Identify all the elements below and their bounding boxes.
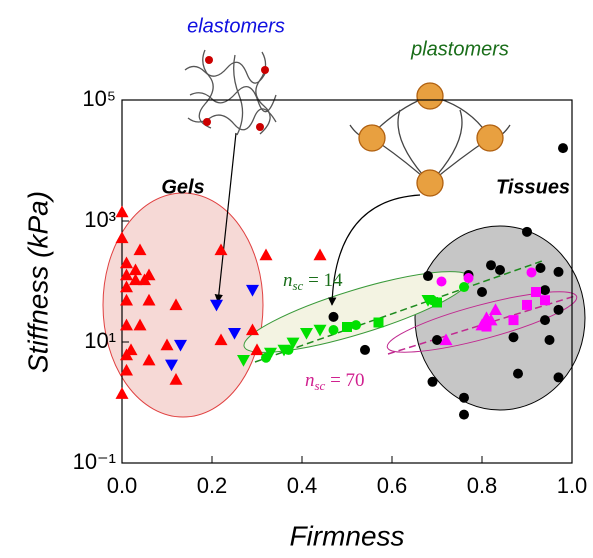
point: [116, 205, 129, 217]
point: [477, 287, 487, 297]
y-tick-label: 10³: [84, 207, 116, 232]
point: [459, 282, 469, 292]
point: [540, 285, 550, 295]
point: [423, 271, 433, 281]
plastomers-label: plastomers: [410, 38, 509, 60]
point: [428, 377, 438, 387]
point: [459, 393, 469, 403]
point: [260, 249, 273, 261]
point: [329, 325, 339, 335]
tissues-label: Tissues: [496, 176, 570, 198]
x-tick-label: 1.0: [557, 473, 588, 498]
point: [558, 143, 568, 153]
n70-value: = 70: [325, 370, 364, 391]
point: [437, 277, 447, 287]
elastomer-icon: [185, 50, 276, 135]
n70-symbol: n: [305, 370, 315, 391]
point: [351, 320, 361, 330]
point: [522, 227, 532, 237]
point: [554, 305, 564, 315]
chart: elastomers plastomers Gels Tissues nsc =…: [0, 0, 593, 553]
point: [360, 345, 370, 355]
point: [554, 267, 564, 277]
elastomers-label: elastomers: [187, 15, 285, 37]
point: [464, 273, 474, 283]
point: [482, 322, 492, 332]
point: [545, 335, 555, 345]
point: [509, 315, 519, 325]
n14-label: nsc = 14: [283, 270, 343, 293]
point: [531, 287, 541, 297]
x-axis-title: Firmness: [289, 520, 404, 551]
x-tick-label: 0.6: [377, 473, 408, 498]
y-axis-title: Stiffness (kPa): [22, 191, 53, 373]
y-tick-label: 10⁻¹: [73, 449, 116, 474]
gels-label: Gels: [161, 176, 204, 198]
n14-symbol: n: [283, 270, 293, 291]
point: [329, 312, 339, 322]
point: [554, 372, 564, 382]
point: [342, 322, 352, 332]
point: [522, 300, 532, 310]
point: [540, 295, 550, 305]
point: [432, 297, 442, 307]
point: [527, 267, 537, 277]
n14-subscript: sc: [293, 278, 304, 293]
point: [486, 260, 496, 270]
point: [540, 315, 550, 325]
point: [536, 263, 546, 273]
x-tick-label: 0.0: [107, 473, 138, 498]
point: [314, 249, 327, 261]
n70-label: nsc = 70: [305, 370, 365, 393]
point: [513, 369, 523, 379]
point: [261, 353, 271, 363]
x-tick-label: 0.4: [287, 473, 318, 498]
n70-subscript: sc: [315, 378, 326, 393]
y-tick-label: 10⁵: [82, 86, 116, 111]
point: [459, 410, 469, 420]
x-tick-label: 0.8: [467, 473, 498, 498]
tissues-region: [415, 226, 585, 410]
point: [509, 332, 519, 342]
point: [495, 265, 505, 275]
y-tick-label: 10¹: [84, 328, 116, 353]
point: [284, 345, 294, 355]
x-tick-label: 0.2: [197, 473, 228, 498]
n14-value: = 14: [303, 270, 343, 291]
point: [374, 318, 384, 328]
point: [116, 387, 129, 399]
